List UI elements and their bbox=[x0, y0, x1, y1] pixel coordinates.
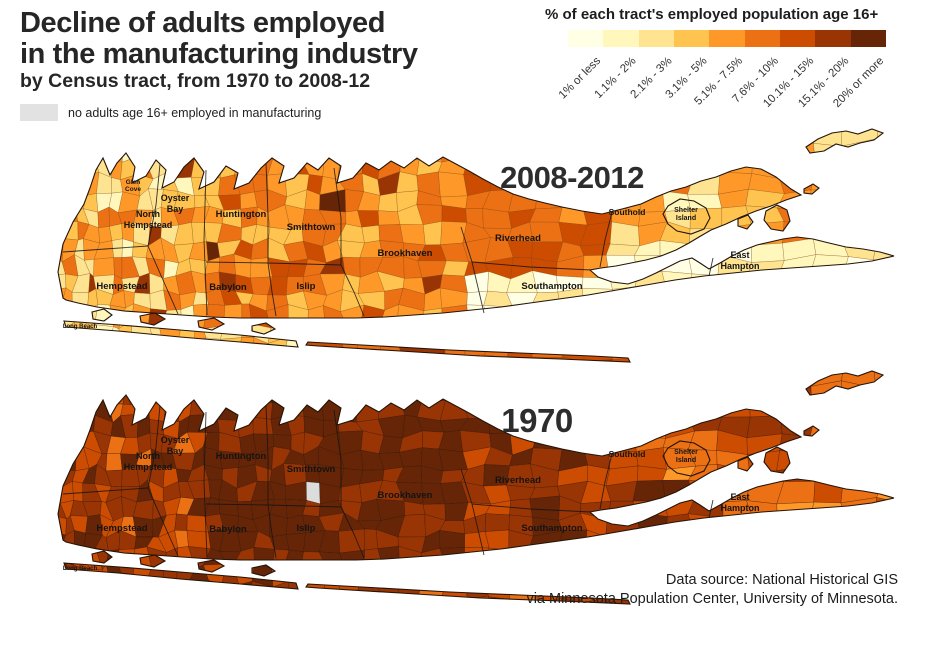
town-boundary bbox=[62, 487, 149, 495]
period-label-map-2008-2012: 2008-2012 bbox=[500, 160, 644, 195]
legend-swatch-1 bbox=[603, 30, 639, 47]
town-label-oyster-bay: Oyster Bay bbox=[161, 193, 190, 214]
town-boundary bbox=[147, 245, 179, 315]
subtitle: by Census tract, from 1970 to 2008-12 bbox=[20, 70, 371, 93]
legend-swatch-5 bbox=[744, 30, 780, 47]
legend-color-ramp bbox=[568, 30, 886, 47]
town-label-north-hempstead: North Hempstead bbox=[124, 451, 173, 472]
town-label-hempstead: Hempstead bbox=[96, 523, 147, 534]
town-label-east-hampton: East Hampton bbox=[721, 250, 760, 271]
town-boundary bbox=[333, 409, 342, 507]
data-source: Data source: National Historical GIS via… bbox=[526, 571, 898, 610]
title-line1: Decline of adults employed bbox=[20, 7, 386, 39]
period-label-map-1970: 1970 bbox=[501, 402, 572, 439]
town-boundary bbox=[265, 404, 269, 505]
data-source-line1: Data source: National Historical GIS bbox=[665, 572, 898, 588]
town-boundary bbox=[708, 257, 714, 277]
town-boundary bbox=[471, 503, 592, 513]
town-boundary bbox=[599, 453, 613, 510]
town-label-riverhead: Riverhead bbox=[495, 475, 541, 486]
town-label-oyster-bay: Oyster Bay bbox=[161, 435, 190, 456]
page-title: Decline of adults employed in the manufa… bbox=[20, 8, 418, 93]
town-label-shelter-island: Shelter Island bbox=[674, 449, 698, 464]
town-label-southampton: Southampton bbox=[521, 523, 582, 534]
legend-swatch-3 bbox=[673, 30, 710, 47]
town-label-riverhead: Riverhead bbox=[495, 233, 541, 244]
town-boundary bbox=[203, 411, 208, 558]
town-boundary bbox=[267, 262, 277, 317]
town-label-brookhaven: Brookhaven bbox=[378, 248, 433, 259]
title-line2: in the manufacturing industry bbox=[20, 37, 418, 70]
town-label-smithtown: Smithtown bbox=[287, 464, 336, 475]
town-boundary bbox=[203, 169, 208, 316]
town-label-islip: Islip bbox=[296, 281, 315, 292]
town-boundary bbox=[471, 261, 592, 271]
town-label-islip: Islip bbox=[296, 523, 315, 534]
town-label-hempstead: Hempstead bbox=[96, 281, 147, 292]
legend: % of each tract's employed population ag… bbox=[545, 6, 930, 113]
town-label-southold: Southold bbox=[609, 449, 646, 459]
legend-swatch-7 bbox=[815, 30, 851, 47]
town-boundary bbox=[267, 504, 277, 559]
town-label-southampton: Southampton bbox=[521, 281, 582, 292]
town-label-babylon: Babylon bbox=[209, 524, 247, 535]
town-boundary bbox=[333, 167, 342, 265]
town-label-huntington: Huntington bbox=[216, 209, 267, 220]
town-boundary bbox=[265, 162, 269, 263]
town-boundary bbox=[62, 245, 149, 253]
town-label-huntington: Huntington bbox=[216, 451, 267, 462]
town-label-long-beach: Long Beach bbox=[63, 324, 98, 330]
legend-swatch-0 bbox=[568, 30, 604, 47]
town-boundary bbox=[599, 211, 613, 268]
no-data-swatch bbox=[20, 104, 58, 121]
town-label-long-beach: Long Beach bbox=[63, 566, 98, 572]
town-label-smithtown: Smithtown bbox=[287, 222, 336, 233]
town-boundary bbox=[340, 506, 365, 559]
town-label-babylon: Babylon bbox=[209, 282, 247, 293]
town-label-glen-cove: Glen Cove bbox=[125, 179, 141, 193]
town-label-north-hempstead: North Hempstead bbox=[124, 209, 173, 230]
town-boundary bbox=[708, 499, 714, 519]
legend-swatch-4 bbox=[709, 30, 745, 47]
legend-swatch-2 bbox=[638, 30, 674, 47]
town-label-southold: Southold bbox=[609, 207, 646, 217]
legend-class-labels: 1% or less 1.1% - 2% 2.1% - 3% 3.1% - 5% 5.1… bbox=[545, 47, 930, 113]
no-data-note: no adults age 16+ employed in manufactur… bbox=[20, 104, 321, 121]
town-boundary bbox=[147, 487, 179, 557]
town-boundary bbox=[147, 163, 161, 247]
town-label-shelter-island: Shelter Island bbox=[674, 207, 698, 222]
town-boundary bbox=[340, 264, 365, 317]
town-boundary bbox=[147, 405, 161, 489]
town-label-east-hampton: East Hampton bbox=[721, 492, 760, 513]
legend-title: % of each tract's employed population ag… bbox=[545, 6, 879, 23]
legend-swatch-8 bbox=[850, 30, 886, 47]
no-data-label: no adults age 16+ employed in manufactur… bbox=[68, 105, 322, 120]
town-label-brookhaven: Brookhaven bbox=[378, 490, 433, 501]
data-source-line2: via Minnesota Population Center, Univers… bbox=[526, 591, 898, 608]
legend-swatch-6 bbox=[779, 30, 816, 47]
